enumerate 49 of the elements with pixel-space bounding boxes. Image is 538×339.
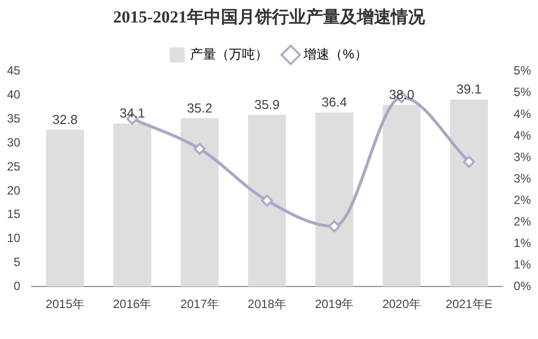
y2-tick-label: 5% [514, 85, 532, 100]
y-tick-label: 35 [6, 112, 21, 126]
y2-tick-label: 2% [514, 192, 532, 207]
y-tick-label: 20 [6, 183, 21, 198]
y2-tick-label: 0% [514, 278, 532, 293]
bar [315, 112, 354, 287]
y-tick-label: 5 [14, 255, 21, 269]
x-tick-label: 2020年 [382, 297, 422, 312]
bar [180, 118, 219, 287]
y-tick-label: 0 [14, 278, 21, 293]
x-tick-label: 2018年 [248, 297, 286, 312]
point [462, 156, 475, 168]
data-label: 32.8 [52, 112, 78, 127]
y-tick-label: 30 [6, 135, 21, 150]
x-tick-label: 2017年 [180, 297, 220, 312]
data-label: 35.9 [254, 96, 280, 112]
data-label: 39.1 [456, 82, 482, 97]
bar [382, 104, 421, 287]
legend-label: 产量（万吨） [190, 46, 268, 62]
y-tick-label: 40 [6, 88, 21, 102]
y-tick-label: 15 [6, 207, 21, 222]
data-label: 34.1 [120, 106, 145, 121]
point [194, 142, 206, 155]
bar [113, 124, 152, 287]
y2-tick-label: 4% [514, 106, 532, 121]
legend-label: 增速（%） [302, 46, 368, 62]
data-label: 35.2 [187, 100, 212, 116]
data-label: 38.0 [389, 86, 414, 102]
y2-tick-label: 4% [514, 128, 532, 142]
y2-tick-label: 3% [514, 150, 532, 164]
bar [46, 130, 84, 287]
y2-tick-label: 1% [514, 257, 532, 272]
chart-title: 2015-2021年中国月饼行业产量及增速情况 [113, 8, 426, 27]
y-tick-label: 45 [6, 64, 21, 78]
x-tick-label: 2015年 [46, 297, 84, 312]
x-tick-label: 2016年 [112, 297, 152, 312]
y2-tick-label: 5% [514, 64, 532, 78]
y2-tick-label: 1% [514, 236, 532, 250]
bar [248, 114, 286, 287]
y2-tick-label: 3% [514, 171, 532, 186]
point [328, 220, 340, 232]
x-tick-label: 2019年 [314, 297, 354, 312]
y-tick-label: 25 [6, 159, 21, 174]
y2-tick-label: 2% [514, 214, 532, 228]
y-tick-label: 10 [6, 231, 21, 246]
data-label: 36.4 [322, 94, 347, 110]
x-tick-label: 2021年E [446, 297, 492, 312]
point [261, 194, 273, 207]
bar [450, 100, 488, 287]
